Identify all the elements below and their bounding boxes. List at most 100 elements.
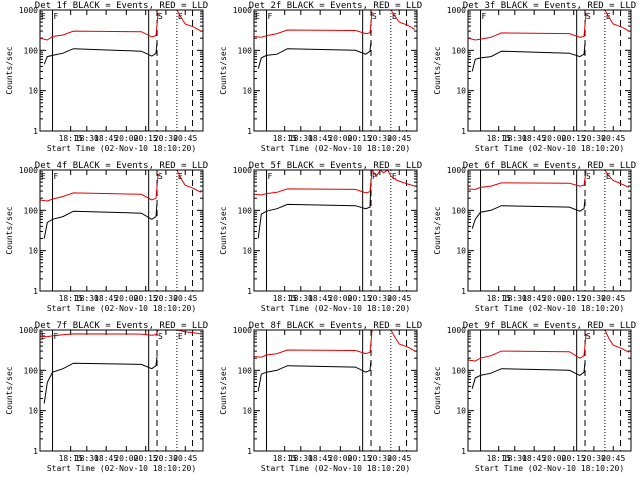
lld-series-line: [467, 333, 587, 362]
y-tick-label: 10: [28, 247, 38, 256]
x-tick-label: 18:15: [59, 294, 83, 303]
panel-det-5: Det 5f BLACK = Events, RED = LLD Counts/s…: [219, 161, 422, 313]
x-axis-label: Start Time (02-Nov-10 18:10:20): [47, 304, 196, 313]
event-marker-label: E: [255, 12, 260, 21]
lld-series-line: [176, 169, 202, 193]
panel-det-8: Det 8f BLACK = Events, RED = LLD Counts/s…: [219, 321, 422, 473]
event-marker-label: F: [54, 12, 59, 21]
x-tick-label: 20:30: [582, 294, 606, 303]
x-tick-label: 20:00: [542, 294, 566, 303]
panel-title: Det 9f BLACK = Events, RED = LLD: [463, 321, 636, 331]
x-tick-label: 18:15: [487, 454, 511, 463]
events-series-line: [471, 43, 586, 72]
x-axis-label: Start Time (02-Nov-10 18:10:20): [47, 144, 196, 153]
x-tick-label: 20:00: [328, 134, 352, 143]
y-tick-label: 100: [238, 366, 253, 375]
lld-series-line: [39, 173, 159, 202]
x-tick-label: 18:45: [522, 294, 546, 303]
lld-series-line: [176, 329, 201, 335]
x-tick-label: 18:45: [522, 134, 546, 143]
x-tick-label: 20:45: [173, 294, 197, 303]
x-tick-label: 18:30: [503, 454, 527, 463]
panel-det-3: Det 3f BLACK = Events, RED = LLD Counts/s…: [433, 1, 636, 153]
plot-frame: [253, 329, 418, 452]
lld-series-line: [604, 9, 630, 32]
events-series-line: [471, 199, 586, 229]
event-marker-label: F: [268, 12, 273, 21]
lld-series-line: [604, 329, 630, 353]
x-axis-label: Start Time (02-Nov-10 18:10:20): [47, 464, 196, 473]
event-marker-label: E: [41, 172, 46, 181]
lld-series-line: [253, 329, 373, 358]
event-marker-label: S: [372, 12, 377, 21]
y-tick-label: 1000: [233, 6, 252, 15]
x-tick-label: 18:30: [289, 134, 313, 143]
x-tick-label: 20:15: [562, 294, 586, 303]
x-tick-label: 20:45: [601, 134, 625, 143]
y-tick-label: 100: [24, 366, 39, 375]
x-tick-label: 20:15: [562, 134, 586, 143]
x-tick-label: 20:30: [582, 454, 606, 463]
panel-det-4: Det 4f BLACK = Events, RED = LLD Counts/s…: [5, 161, 208, 313]
panel-title: Det 8f BLACK = Events, RED = LLD: [249, 321, 422, 331]
event-marker-label: S: [586, 12, 591, 21]
y-tick-label: 1: [247, 127, 252, 136]
x-tick-label: 18:45: [308, 134, 332, 143]
y-tick-label: 1000: [233, 326, 252, 335]
x-tick-label: 20:45: [387, 134, 411, 143]
x-axis-label: Start Time (02-Nov-10 18:10:20): [475, 464, 624, 473]
x-tick-label: 18:15: [273, 294, 297, 303]
plot-frame: [467, 329, 632, 452]
x-tick-label: 20:00: [114, 294, 138, 303]
x-tick-label: 20:30: [368, 134, 392, 143]
x-tick-label: 18:30: [503, 134, 527, 143]
y-tick-label: 100: [24, 46, 39, 55]
x-tick-label: 20:00: [542, 454, 566, 463]
y-tick-label: 10: [242, 407, 252, 416]
plot-frame: [39, 169, 204, 292]
x-tick-label: 18:45: [308, 294, 332, 303]
y-tick-label: 10: [28, 407, 38, 416]
x-tick-label: 20:30: [154, 134, 178, 143]
x-tick-label: 20:45: [387, 454, 411, 463]
events-series-line: [43, 42, 158, 65]
plot-frame: [253, 9, 418, 132]
lld-series-line: [253, 11, 373, 38]
y-tick-label: 1: [247, 287, 252, 296]
y-tick-label: 10: [242, 247, 252, 256]
x-tick-label: 20:15: [562, 454, 586, 463]
events-series-line: [43, 356, 158, 404]
event-marker-label: E: [606, 172, 611, 181]
x-tick-label: 20:00: [328, 294, 352, 303]
x-axis-label: Start Time (02-Nov-10 18:10:20): [475, 304, 624, 313]
y-axis-label: Counts/sec: [433, 46, 442, 94]
x-tick-label: 18:15: [487, 134, 511, 143]
lld-series-line: [390, 9, 416, 30]
lld-series-line: [39, 329, 159, 338]
x-tick-label: 20:15: [134, 294, 158, 303]
y-tick-label: 1: [461, 287, 466, 296]
x-tick-label: 18:15: [487, 294, 511, 303]
x-tick-label: 18:30: [289, 454, 313, 463]
event-marker-label: F: [268, 172, 273, 181]
x-tick-label: 20:45: [387, 294, 411, 303]
y-axis-label: Counts/sec: [433, 206, 442, 254]
x-axis-label: Start Time (02-Nov-10 18:10:20): [261, 464, 410, 473]
x-tick-label: 18:45: [94, 134, 118, 143]
events-series-line: [257, 40, 372, 69]
event-marker-label: S: [158, 172, 163, 181]
events-series-line: [471, 362, 586, 389]
panel-title: Det 5f BLACK = Events, RED = LLD: [249, 161, 422, 171]
event-marker-label: F: [54, 172, 59, 181]
y-tick-label: 10: [242, 87, 252, 96]
panel-title: Det 7f BLACK = Events, RED = LLD: [35, 321, 208, 331]
x-tick-label: 20:45: [173, 134, 197, 143]
lld-series-line: [467, 12, 587, 41]
event-marker-label: E: [392, 12, 397, 21]
y-tick-label: 1000: [447, 326, 466, 335]
events-series-line: [257, 178, 372, 239]
event-marker-label: P: [372, 172, 377, 181]
panel-det-9: Det 9f BLACK = Events, RED = LLD Counts/s…: [433, 321, 636, 473]
x-axis-label: Start Time (02-Nov-10 18:10:20): [261, 144, 410, 153]
